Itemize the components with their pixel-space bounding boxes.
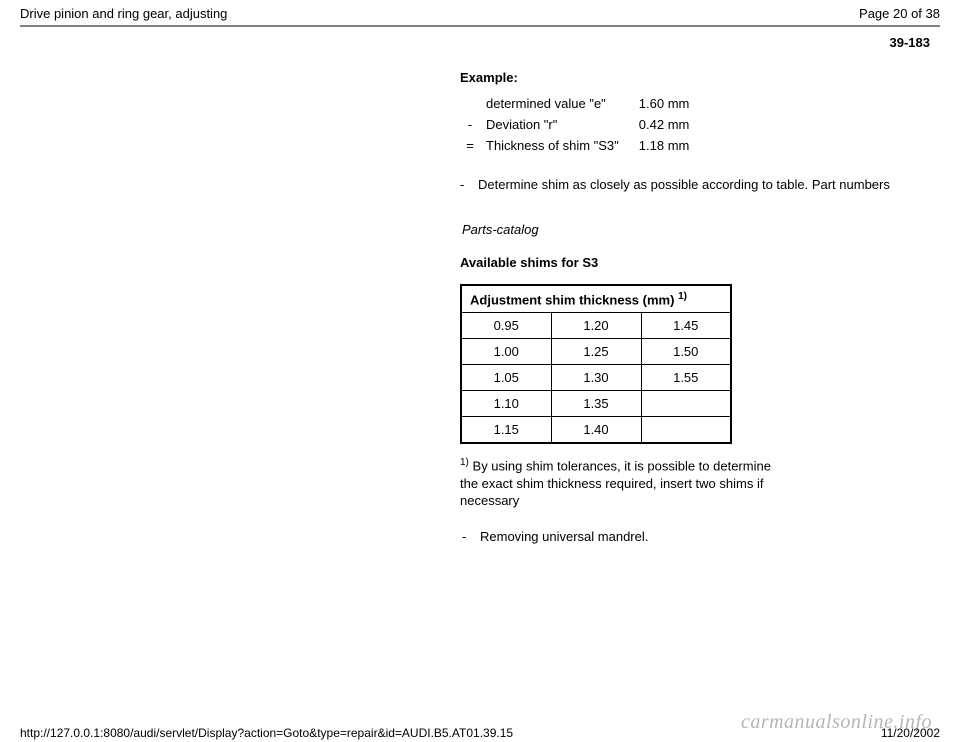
example-row-value: 1.18 mm: [633, 135, 696, 156]
shim-table-header-sup: 1): [678, 291, 687, 302]
header-title: Drive pinion and ring gear, adjusting: [20, 6, 227, 21]
shim-cell: 1.10: [461, 390, 551, 416]
parts-catalog-link: Parts-catalog: [462, 222, 930, 237]
shim-cell: 1.35: [551, 390, 641, 416]
shim-cell: 1.25: [551, 338, 641, 364]
example-row-label: Thickness of shim "S3": [480, 135, 633, 156]
shim-cell: 1.50: [641, 338, 731, 364]
example-row-label: Deviation "r": [480, 114, 633, 135]
shims-heading: Available shims for S3: [460, 255, 930, 270]
example-row: determined value "e" 1.60 mm: [460, 93, 695, 114]
shim-cell: 1.45: [641, 312, 731, 338]
page-number: Page 20 of 38: [859, 6, 940, 21]
shim-table-row: 1.05 1.30 1.55: [461, 364, 731, 390]
instruction-bullet: -: [460, 176, 478, 194]
shim-cell: 1.05: [461, 364, 551, 390]
example-row-value: 0.42 mm: [633, 114, 696, 135]
footnote-text: By using shim tolerances, it is possible…: [460, 458, 771, 508]
remove-note-text: Removing universal mandrel.: [480, 528, 648, 546]
shim-table-header-text: Adjustment shim thickness (mm): [470, 292, 674, 307]
shim-cell: 1.15: [461, 416, 551, 443]
shim-table-header: Adjustment shim thickness (mm) 1): [461, 285, 731, 313]
shim-cell: 1.55: [641, 364, 731, 390]
shim-table-row: 1.00 1.25 1.50: [461, 338, 731, 364]
shim-cell: 1.30: [551, 364, 641, 390]
example-row: = Thickness of shim "S3" 1.18 mm: [460, 135, 695, 156]
shim-cell: [641, 390, 731, 416]
example-row-value: 1.60 mm: [633, 93, 696, 114]
shim-table-row: 1.15 1.40: [461, 416, 731, 443]
example-row-label: determined value "e": [480, 93, 633, 114]
shim-cell: 1.40: [551, 416, 641, 443]
shim-cell: 1.20: [551, 312, 641, 338]
shim-cell: [641, 416, 731, 443]
footnote-sup: 1): [460, 457, 469, 468]
footnote: 1) By using shim tolerances, it is possi…: [460, 456, 780, 510]
instruction-item: - Determine shim as closely as possible …: [460, 176, 930, 194]
example-op: =: [460, 135, 480, 156]
section-number: 39-183: [0, 35, 960, 50]
remove-note-bullet: -: [462, 528, 480, 546]
remove-note-item: - Removing universal mandrel.: [462, 528, 930, 546]
example-table: determined value "e" 1.60 mm - Deviation…: [460, 93, 695, 156]
shim-cell: 0.95: [461, 312, 551, 338]
shim-cell: 1.00: [461, 338, 551, 364]
instruction-list: - Determine shim as closely as possible …: [460, 176, 930, 194]
instruction-text: Determine shim as closely as possible ac…: [478, 176, 930, 194]
footer-url: http://127.0.0.1:8080/audi/servlet/Displ…: [20, 726, 513, 740]
example-label: Example:: [460, 70, 930, 85]
footer-date: 11/20/2002: [881, 726, 940, 740]
example-op: [460, 93, 480, 114]
page-header: Drive pinion and ring gear, adjusting Pa…: [0, 0, 960, 25]
content-area: Example: determined value "e" 1.60 mm - …: [460, 70, 960, 545]
remove-note-list: - Removing universal mandrel.: [462, 528, 930, 546]
example-row: - Deviation "r" 0.42 mm: [460, 114, 695, 135]
shim-table: Adjustment shim thickness (mm) 1) 0.95 1…: [460, 284, 732, 444]
shim-table-row: 0.95 1.20 1.45: [461, 312, 731, 338]
page-footer: http://127.0.0.1:8080/audi/servlet/Displ…: [0, 726, 960, 742]
header-divider: [20, 25, 940, 27]
shim-table-row: 1.10 1.35: [461, 390, 731, 416]
example-op: -: [460, 114, 480, 135]
